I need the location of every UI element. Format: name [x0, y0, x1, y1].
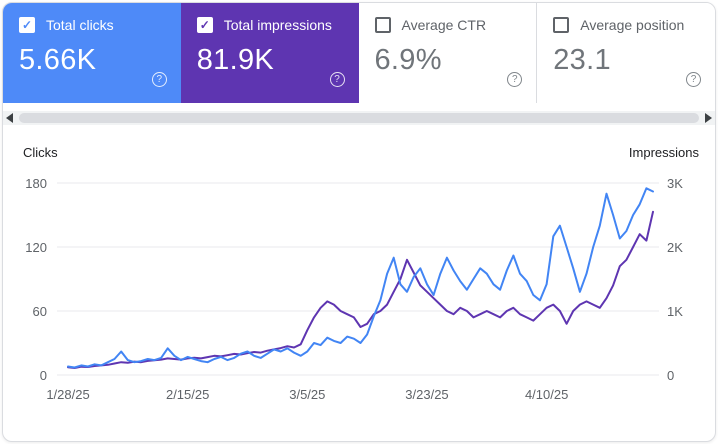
right-axis-tick-label: 0	[667, 368, 674, 383]
checkbox-checked-icon[interactable]	[19, 17, 35, 33]
metric-value: 6.9%	[374, 44, 442, 76]
impressions-line	[67, 210, 654, 369]
right-axis-tick-label: 1K	[667, 304, 683, 319]
metric-value: 23.1	[553, 44, 611, 76]
metric-card-average-position[interactable]: Average position 23.1 ?	[536, 3, 715, 103]
left-axis-tick-label: 120	[25, 240, 47, 255]
checkbox-checked-icon[interactable]	[196, 17, 213, 33]
line-chart-svg: 0 0 60 1K 120 2K 180 3K Clicks Impressions 1/28/25…	[23, 145, 700, 402]
metric-card-average-ctr[interactable]: Average CTR 6.9% ?	[358, 3, 537, 103]
x-axis-date-label: 1/28/25	[46, 387, 89, 402]
right-axis-title: Impressions	[629, 145, 700, 160]
left-axis-tick-label: 180	[25, 176, 47, 191]
horizontal-scrollbar[interactable]	[3, 111, 715, 125]
scrollbar-thumb[interactable]	[19, 113, 699, 123]
metric-value: 5.66K	[19, 44, 97, 76]
checkbox-unchecked-icon[interactable]	[374, 17, 391, 33]
metric-card-header: Average position	[553, 17, 699, 33]
help-icon[interactable]: ?	[329, 72, 345, 87]
metric-label: Total clicks	[46, 17, 114, 33]
right-axis-tick-label: 3K	[667, 176, 683, 191]
left-axis-tick-label: 0	[40, 368, 47, 383]
help-icon[interactable]: ?	[507, 72, 523, 87]
x-axis-date-label: 4/10/25	[525, 387, 568, 402]
x-axis-date-label: 2/15/25	[166, 387, 209, 402]
metric-card-header: Total impressions	[196, 17, 343, 33]
metric-card-total-impressions[interactable]: Total impressions 81.9K ?	[180, 3, 359, 103]
metric-card-header: Average CTR	[374, 17, 521, 33]
clicks-line	[67, 187, 654, 369]
metric-cards-row: Total clicks 5.66K ? Total impressions 8…	[3, 3, 715, 103]
left-axis-tick-label: 60	[33, 304, 47, 319]
x-axis-date-label: 3/5/25	[289, 387, 325, 402]
performance-chart: 0 0 60 1K 120 2K 180 3K Clicks Impressions 1/28/25…	[3, 139, 715, 422]
help-icon[interactable]: ?	[151, 72, 167, 87]
scroll-right-arrow-icon[interactable]	[705, 113, 712, 123]
left-axis-title: Clicks	[23, 145, 58, 160]
help-icon[interactable]: ?	[686, 72, 701, 87]
right-axis-tick-label: 2K	[667, 240, 683, 255]
metric-label: Average CTR	[401, 17, 487, 33]
metric-value: 81.9K	[196, 44, 275, 76]
metric-label: Total impressions	[223, 17, 332, 33]
metric-card-header: Total clicks	[19, 17, 165, 33]
checkbox-unchecked-icon[interactable]	[553, 17, 570, 33]
x-axis-date-label: 3/23/25	[405, 387, 448, 402]
metric-card-total-clicks[interactable]: Total clicks 5.66K ?	[3, 3, 181, 103]
scroll-left-arrow-icon[interactable]	[6, 113, 13, 123]
metric-label: Average position	[580, 17, 685, 33]
